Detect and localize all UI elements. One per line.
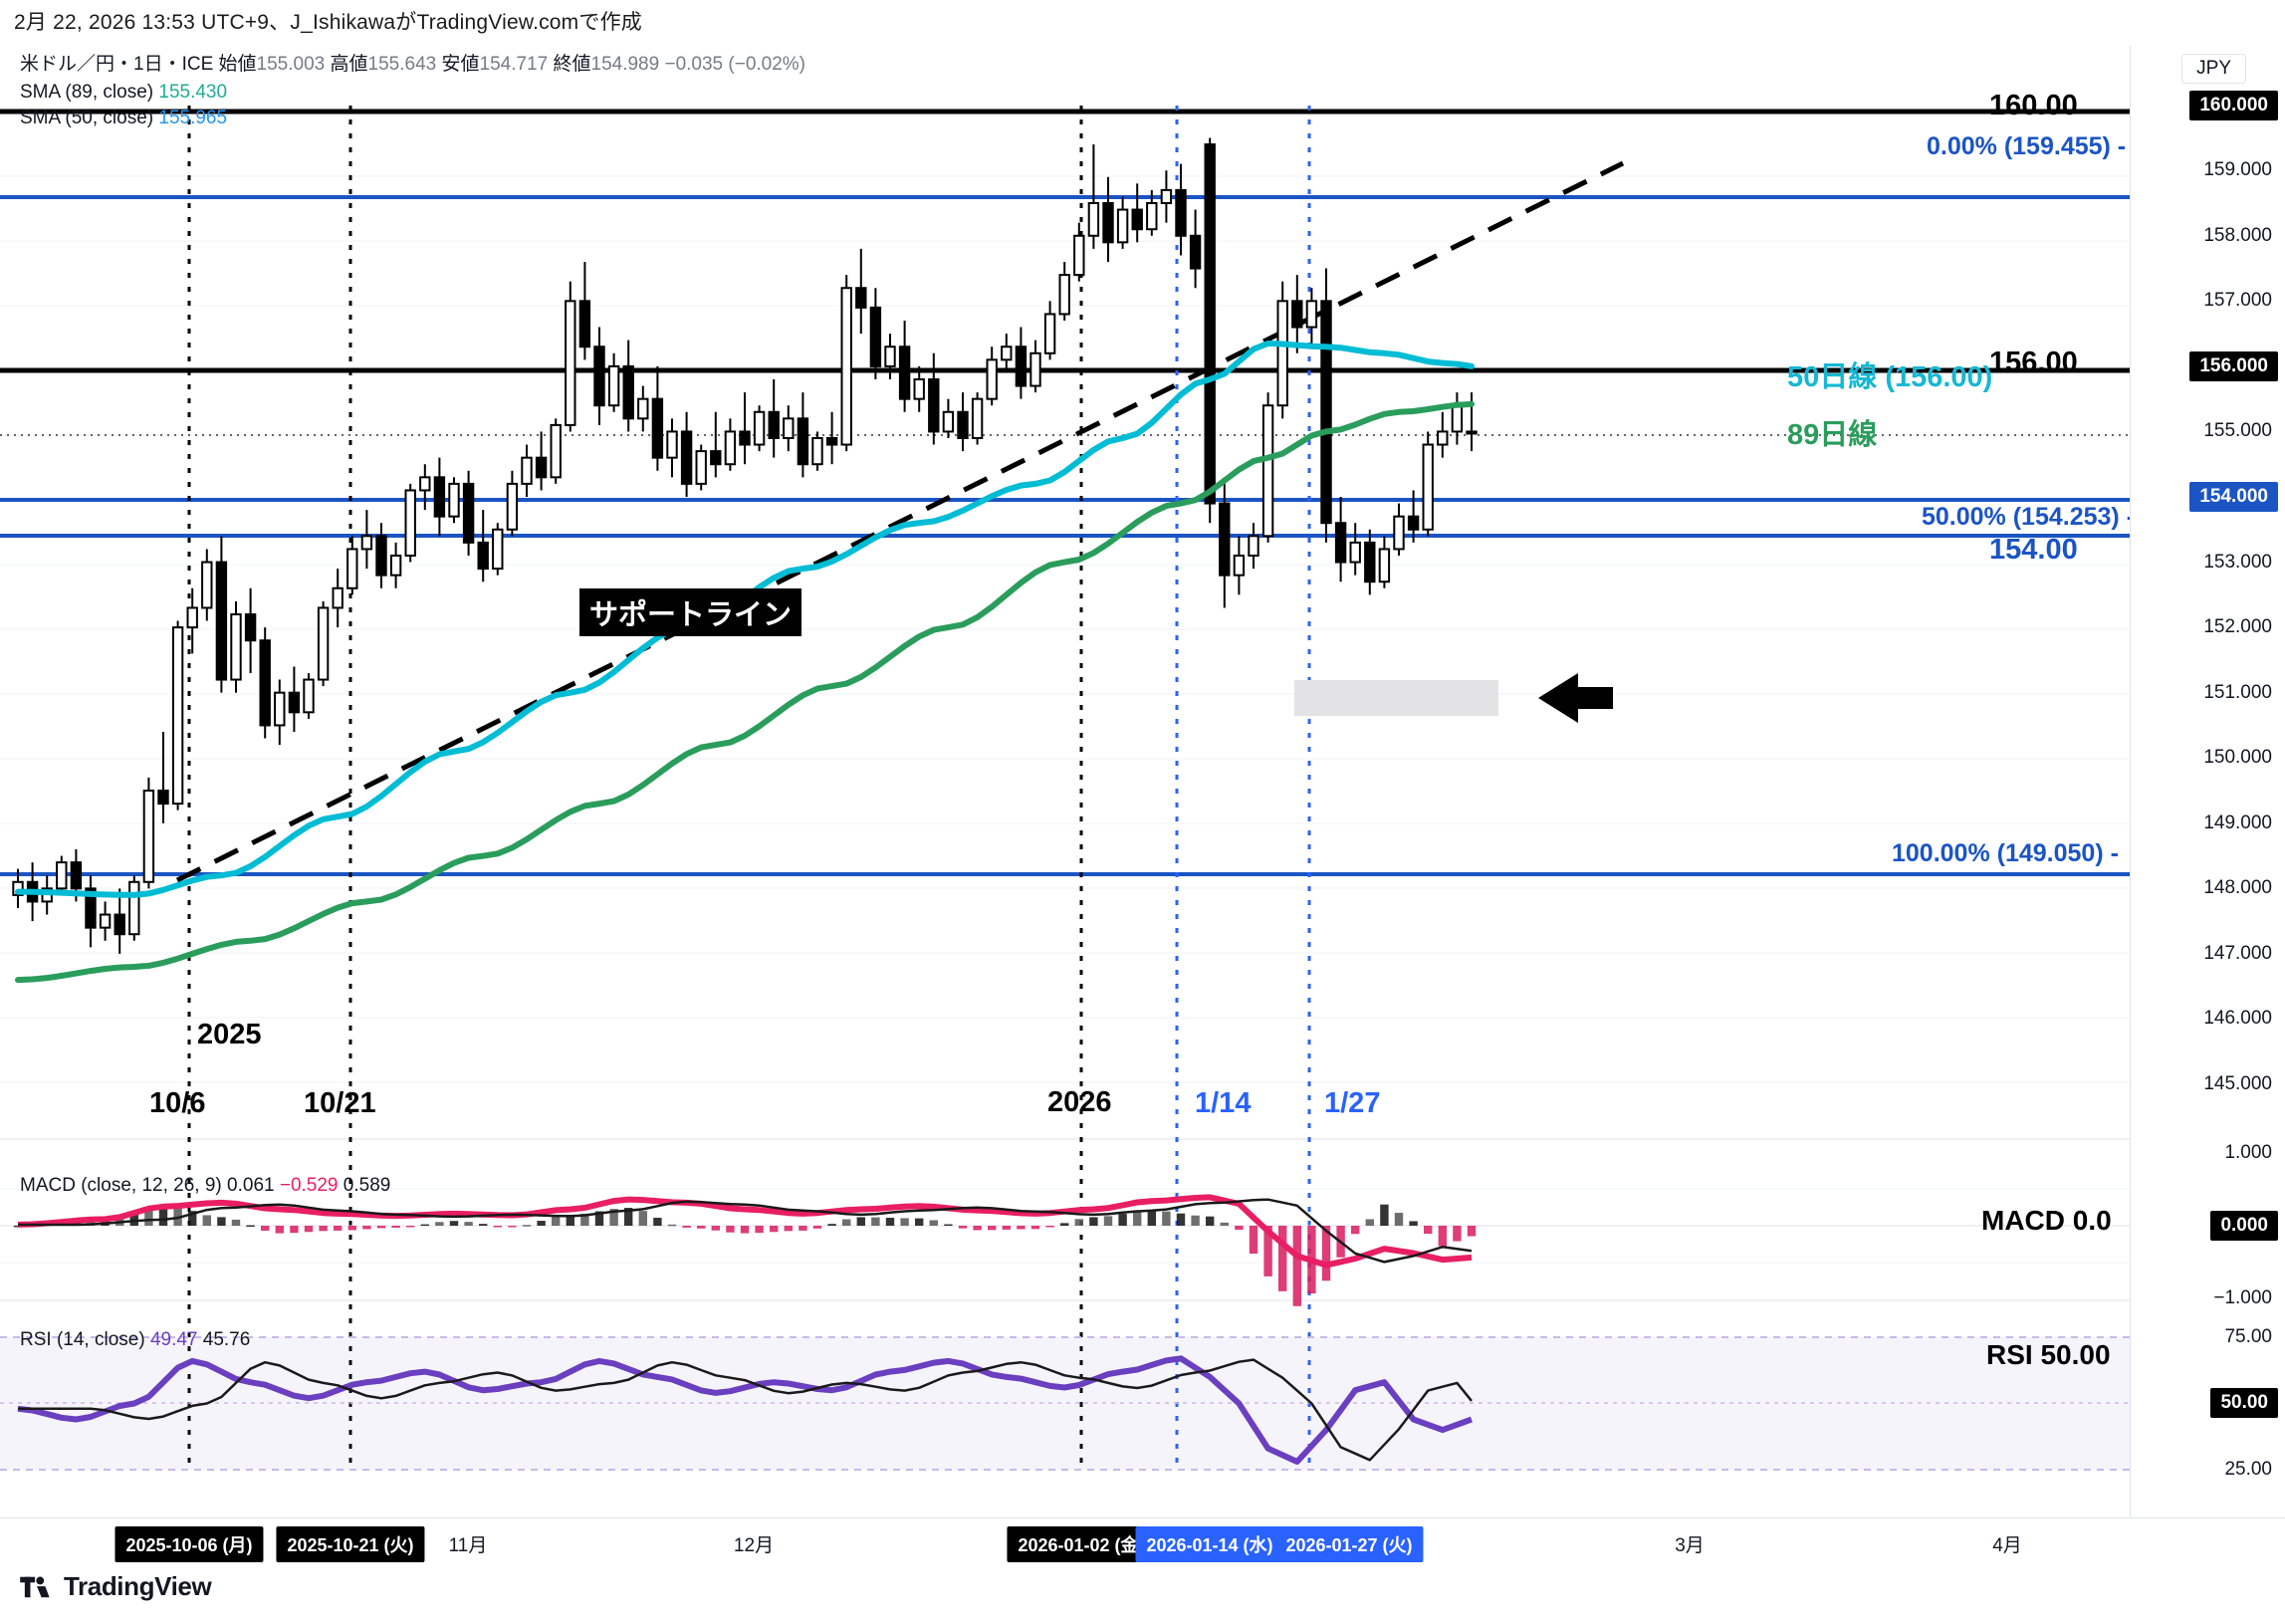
tradingview-mark-icon	[20, 1576, 50, 1597]
price-tick-151.000: 151.000	[2203, 681, 2272, 703]
price-tick-149.000: 149.000	[2203, 812, 2272, 833]
legend-high-value: 155.643	[367, 54, 437, 75]
level-label-156: 156.00	[1989, 347, 2078, 378]
sma50-value: 155.965	[158, 108, 228, 128]
rsi-tag-50: 50.00	[2210, 1388, 2278, 1418]
arrow-pointer-icon	[1538, 673, 1613, 723]
macd-pane	[0, 1188, 2130, 1306]
ma89-annotation: 89日線	[1787, 419, 1878, 451]
fib-label-0: 0.00% (159.455) -	[1927, 132, 2127, 160]
rsi-value-1: 49.47	[149, 1329, 198, 1350]
legend-open-label: 始値	[218, 54, 257, 75]
time-tag-blue-1: 2026-01-27 (火)	[1274, 1526, 1424, 1562]
support-line-label: サポートライン	[579, 588, 802, 636]
time-tick-4月: 4月	[1992, 1535, 2022, 1556]
macd-value-1: 0.061	[227, 1175, 275, 1196]
price-tick-158.000: 158.000	[2203, 224, 2272, 246]
tradingview-logo[interactable]: TradingView	[20, 1571, 212, 1602]
level-label-154: 154.00	[1989, 534, 2078, 566]
price-tick-148.000: 148.000	[2203, 877, 2272, 899]
time-tick-3月: 3月	[1675, 1535, 1705, 1556]
highlight-box	[1294, 680, 1498, 716]
time-tag-black-2: 2026-01-02 (金)	[1007, 1526, 1156, 1562]
sma89-label: SMA (89, close)	[20, 82, 154, 103]
rsi-label: RSI (14, close)	[20, 1329, 145, 1350]
legend-close-label: 終値	[553, 54, 591, 75]
chart-legend-sma50[interactable]: SMA (50, close) 155.965	[20, 106, 227, 131]
year-2025-label: 2025	[197, 1019, 262, 1050]
price-tick-150.000: 150.000	[2203, 747, 2272, 769]
fib-label-100: 100.00% (149.050) -	[1892, 839, 2119, 867]
price-axis[interactable]: JPY 160.000 159.000 158.000 157.000 156.000 1…	[2130, 46, 2285, 1517]
price-tick-147.000: 147.000	[2203, 942, 2272, 964]
rsi-mid-annotation: RSI 50.00	[1986, 1339, 2111, 1370]
rsi-legend[interactable]: RSI (14, close) 49.47 45.76	[20, 1327, 250, 1353]
macd-legend[interactable]: MACD (close, 12, 26, 9) 0.061 −0.529 0.5…	[20, 1173, 390, 1199]
chart-plot-area[interactable]	[0, 46, 2130, 1517]
tradingview-wordmark: TradingView	[64, 1571, 212, 1601]
price-tick-153.000: 153.000	[2203, 551, 2272, 573]
date-1-14-label: 1/14	[1195, 1087, 1252, 1119]
macd-value-2: −0.529	[279, 1175, 339, 1196]
price-tag-154.000: 154.000	[2189, 482, 2278, 512]
macd-tick-neg1: −1.000	[2213, 1287, 2272, 1308]
price-tag-156.000: 156.000	[2189, 350, 2278, 381]
sma50-label: SMA (50, close)	[20, 108, 154, 128]
date-1-27-label: 1/27	[1324, 1087, 1381, 1119]
price-tick-155.000: 155.000	[2203, 420, 2272, 442]
time-axis[interactable]: 11月 12月 3月 4月 2025-10-06 (月) 2025-10-21 (火) 20…	[0, 1517, 2285, 1580]
price-tick-157.000: 157.000	[2203, 290, 2272, 312]
sma89-value: 155.430	[158, 82, 228, 103]
price-tick-159.000: 159.000	[2203, 159, 2272, 181]
legend-change: −0.035 (−0.02%)	[664, 54, 806, 75]
macd-label: MACD (close, 12, 26, 9)	[20, 1175, 222, 1196]
year-2026-label: 2026	[1047, 1086, 1112, 1118]
time-tag-blue-0: 2026-01-14 (水)	[1135, 1526, 1284, 1562]
price-tag-160.000: 160.000	[2189, 90, 2278, 120]
macd-tick-1: 1.000	[2224, 1142, 2272, 1163]
chart-legend-sma89[interactable]: SMA (89, close) 155.430	[20, 80, 227, 106]
fib-label-50: 50.00% (154.253) -	[1922, 503, 2136, 531]
level-label-160: 160.00	[1989, 90, 2078, 121]
price-tick-145.000: 145.000	[2203, 1073, 2272, 1094]
legend-symbol[interactable]: 米ドル／円・1日・ICE	[20, 54, 214, 75]
currency-badge[interactable]: JPY	[2181, 54, 2246, 84]
sma89-line	[15, 400, 1475, 984]
legend-low-label: 安値	[441, 54, 480, 75]
legend-high-label: 高値	[330, 54, 368, 75]
rsi-tick-75: 75.00	[2224, 1326, 2272, 1347]
macd-value-3: 0.589	[343, 1175, 391, 1196]
time-tick-12月: 12月	[733, 1535, 775, 1556]
date-10-21-label: 10/21	[304, 1087, 376, 1119]
price-tick-146.000: 146.000	[2203, 1008, 2272, 1030]
candlestick-series	[12, 137, 1478, 954]
legend-open-value: 155.003	[256, 54, 326, 75]
rsi-tick-25: 25.00	[2224, 1459, 2272, 1480]
date-10-6-label: 10/6	[149, 1087, 206, 1119]
chart-canvas	[0, 106, 2130, 1471]
ma50-annotation: 50日線 (156.00)	[1787, 361, 1993, 393]
price-tick-152.000: 152.000	[2203, 616, 2272, 638]
macd-zero-annotation: MACD 0.0	[1981, 1205, 2112, 1236]
price-gridlines	[0, 111, 2130, 1083]
rsi-pane	[0, 1336, 2130, 1471]
rsi-value-2: 45.76	[202, 1329, 251, 1350]
support-trendline	[175, 160, 1625, 883]
chart-legend-ohlc: 米ドル／円・1日・ICE 始値155.003 高値155.643 安値154.7…	[20, 52, 805, 78]
legend-low-value: 154.717	[479, 54, 549, 75]
macd-tag-0: 0.000	[2210, 1211, 2278, 1241]
credit-line: 2月 22, 2026 13:53 UTC+9、J_IshikawaがTradi…	[14, 11, 642, 34]
time-tick-11月: 11月	[448, 1535, 488, 1556]
time-tag-black-1: 2025-10-21 (火)	[276, 1526, 425, 1562]
legend-close-value: 154.989	[590, 54, 660, 75]
time-tag-black-0: 2025-10-06 (月)	[114, 1526, 264, 1562]
